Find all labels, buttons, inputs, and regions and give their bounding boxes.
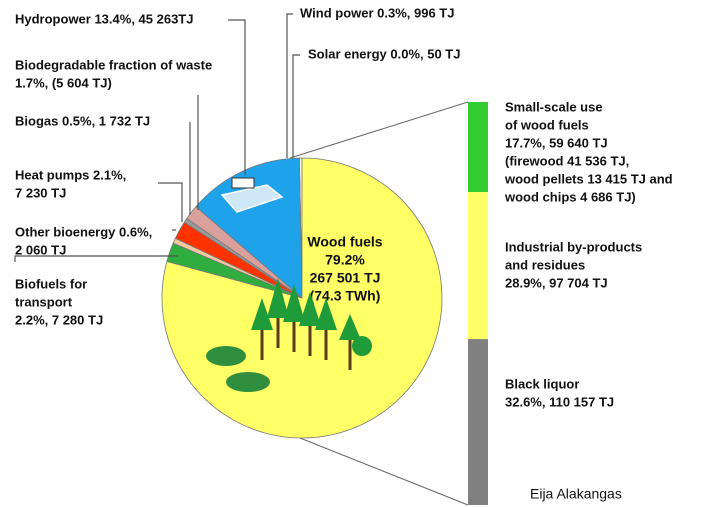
- segment-label: Black liquor: [505, 376, 579, 391]
- slice-label: 2 060 TJ: [15, 242, 66, 257]
- connector: [293, 55, 300, 158]
- slice-label: 267 501 TJ: [310, 270, 381, 286]
- bush: [206, 346, 246, 366]
- tree: [352, 336, 372, 356]
- bar-segment: [468, 192, 488, 339]
- connector: [287, 14, 293, 158]
- slice-label: transport: [15, 294, 73, 309]
- slice-label: Other bioenergy 0.6%,: [15, 224, 152, 239]
- segment-label: Industrial by-products: [505, 239, 642, 254]
- slice-label: 1.7%, (5 604 TJ): [15, 75, 112, 90]
- bar-segment: [468, 102, 488, 192]
- segment-label: wood chips 4 686 TJ): [504, 189, 636, 204]
- slice-label: Solar energy 0.0%, 50 TJ: [308, 46, 460, 61]
- slice-label: Wind power 0.3%, 996 TJ: [300, 5, 454, 20]
- segment-label: of wood fuels: [505, 117, 589, 132]
- trunk: [277, 318, 280, 348]
- page: {"chart_data": [ {"type": "pie", "catego…: [0, 0, 703, 507]
- trunk: [325, 330, 328, 360]
- slice-label: Biodegradable fraction of waste: [15, 57, 212, 72]
- trunk: [309, 326, 312, 356]
- segment-label: wood pellets 13 415 TJ and: [504, 171, 673, 186]
- segment-label: and residues: [505, 257, 585, 272]
- trunk: [261, 330, 264, 360]
- dam-house: [232, 178, 254, 188]
- slice-label: Heat pumps 2.1%,: [15, 167, 126, 182]
- trunk: [349, 340, 352, 370]
- bar-segment: [468, 339, 488, 505]
- slice-label: Biogas 0.5%, 1 732 TJ: [15, 113, 150, 128]
- segment-label: Small-scale use: [505, 99, 603, 114]
- segment-label: 17.7%, 59 640 TJ: [505, 135, 608, 150]
- credit: Eija Alakangas: [530, 486, 622, 502]
- chart: Eija Alakangas Wind power 0.3%, 996 TJ So…: [0, 0, 703, 507]
- slice-label: Wood fuels: [307, 234, 382, 250]
- zoom-line: [290, 102, 468, 158]
- segment-label: 32.6%, 110 157 TJ: [505, 394, 614, 409]
- slice-label: (74.3 TWh): [310, 288, 381, 304]
- segment-label: (firewood 41 536 TJ,: [505, 153, 629, 168]
- bush: [226, 372, 270, 392]
- zoom-line: [300, 438, 468, 505]
- slice-label: 7 230 TJ: [15, 185, 66, 200]
- connector: [158, 183, 182, 222]
- connector: [228, 20, 245, 175]
- segment-label: 28.9%, 97 704 TJ: [505, 275, 608, 290]
- slice-label: 2.2%, 7 280 TJ: [15, 312, 103, 327]
- slice-label: Biofuels for: [15, 276, 87, 291]
- slice-label: Hydropower 13.4%, 45 263TJ: [15, 11, 193, 26]
- trunk: [293, 322, 296, 352]
- slice-label: 79.2%: [325, 252, 365, 268]
